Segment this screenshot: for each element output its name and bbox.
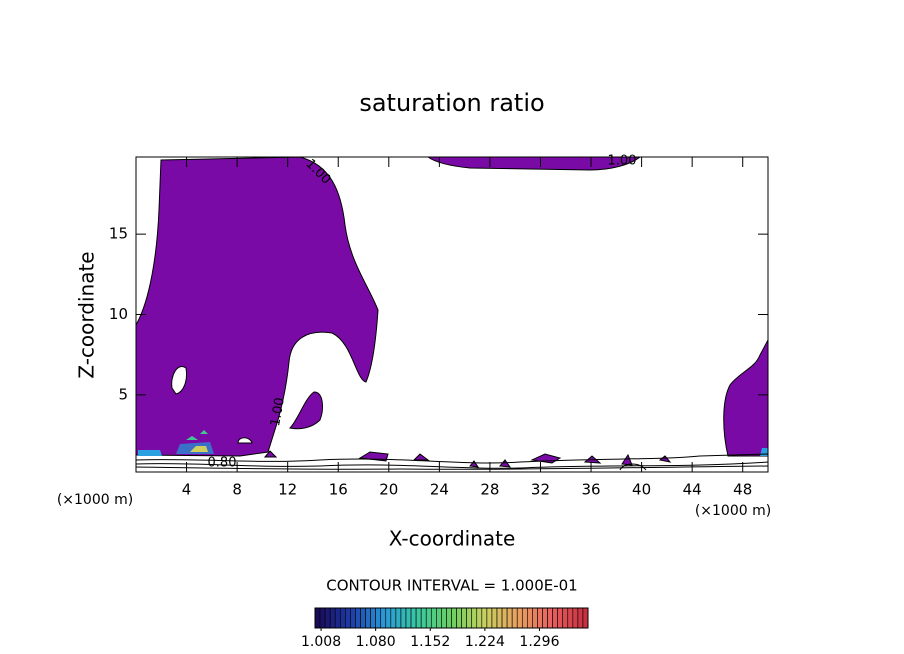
colorbar-cell (461, 607, 467, 629)
colorbar-cell (506, 607, 513, 629)
x-tick-label: 44 (683, 481, 702, 499)
colorbar-cell (436, 607, 442, 629)
colorbar-cell (552, 607, 558, 629)
colorbar-cell (557, 607, 564, 629)
contour-interval: CONTOUR INTERVAL = 1.000E-01 (326, 577, 577, 595)
colorbar-cell (365, 607, 371, 629)
x-unit-label: (×1000 m) (57, 492, 133, 508)
colorbar-cell (405, 607, 412, 629)
x-tick-label: 24 (430, 481, 449, 499)
high-ratio-patch (138, 450, 162, 456)
supersaturated-region (288, 391, 323, 430)
x-tick-label: 28 (480, 481, 499, 499)
colorbar-cell (360, 607, 366, 629)
colorbar-cell (334, 607, 341, 629)
colorbar-cell (562, 607, 569, 629)
colorbar-cell (375, 607, 382, 629)
x-tick-label: 12 (278, 481, 297, 499)
colorbar-cell (476, 607, 483, 629)
colorbar-cell (350, 607, 356, 629)
colorbar-cell (420, 607, 427, 629)
colorbar-cell (425, 607, 432, 629)
y-tick-label: 5 (118, 385, 128, 403)
contour-fields (135, 156, 769, 471)
x-tick-label: 20 (379, 481, 398, 499)
colorbar-cell (415, 607, 422, 629)
colorbar-cell (532, 607, 538, 629)
colorbar-cell (496, 607, 503, 629)
colorbar-cell (547, 607, 553, 629)
colorbar-cell (324, 607, 331, 629)
colorbar-cell (501, 607, 508, 629)
colorbar-cell (582, 607, 589, 629)
colorbar-cell (572, 607, 579, 629)
colorbar-cell (400, 607, 407, 629)
high-ratio-patch (186, 430, 208, 440)
colorbar-tick-label: 1.152 (410, 634, 450, 650)
supersaturated-region (426, 156, 642, 171)
colorbar-cell (355, 607, 361, 629)
y-axis-label: Z-coordinate (75, 251, 99, 378)
chart-title: saturation ratio (359, 89, 544, 117)
colorbar-cell (481, 607, 488, 629)
colorbar-cell (390, 607, 397, 629)
colorbar-cell (380, 607, 387, 629)
supersaturated-region (135, 156, 379, 457)
colorbar-cell (385, 607, 392, 629)
contour-label: 1.00 (608, 154, 637, 169)
x-unit-label: (×1000 m) (695, 503, 771, 519)
colorbar-cell (471, 607, 478, 629)
colorbar-cell (430, 607, 437, 629)
subsaturated-hole (171, 366, 187, 395)
subsaturated-hole (237, 437, 253, 444)
colorbar-cell (329, 607, 336, 629)
colorbar-cell (466, 607, 473, 629)
colorbar-cell (491, 607, 498, 629)
colorbar-cell (441, 607, 447, 629)
y-tick-label: 15 (109, 225, 128, 243)
colorbar-cell (511, 607, 518, 629)
contour-label: 1.00 (268, 396, 288, 427)
colorbar-cell (451, 607, 457, 629)
x-tick-label: 4 (182, 481, 192, 499)
colorbar-cell (446, 607, 452, 629)
colorbar-cell (577, 607, 584, 629)
colorbar-cell (395, 607, 402, 629)
colorbar-frame (314, 607, 589, 629)
y-tick-label: 10 (109, 305, 128, 323)
colorbar: 1.008 1.080 1.152 1.224 1.296 (301, 607, 589, 650)
colorbar-cell (486, 607, 493, 629)
x-tick-label: 8 (232, 481, 242, 499)
colorbar-cell (345, 607, 351, 629)
contour-lines (135, 453, 769, 471)
colorbar-tick-label: 1.008 (301, 634, 341, 650)
colorbar-cell (521, 607, 528, 629)
colorbar-cell (516, 607, 523, 629)
x-axis-label: X-coordinate (389, 527, 516, 551)
high-ratio-patch (190, 446, 208, 452)
colorbar-cell (456, 607, 462, 629)
x-tick-label: 16 (329, 481, 348, 499)
x-tick-label: 40 (632, 481, 651, 499)
colorbar-cell (527, 607, 533, 629)
contour-label: 0.80 (208, 456, 237, 471)
colorbar-cell (370, 607, 376, 629)
x-tick-label: 32 (531, 481, 550, 499)
supersaturated-region (723, 339, 769, 457)
colorbar-cell (542, 607, 548, 629)
colorbar-cell (314, 607, 321, 629)
colorbar-cell (537, 607, 543, 629)
colorbar-cell (339, 607, 346, 629)
colorbar-tick-label: 1.224 (465, 634, 505, 650)
x-tick-label: 48 (733, 481, 752, 499)
x-tick-label: 36 (581, 481, 600, 499)
colorbar-cell (410, 607, 417, 629)
colorbar-cell (567, 607, 574, 629)
colorbar-tick-label: 1.080 (356, 634, 396, 650)
colorbar-tick-label: 1.296 (519, 634, 559, 650)
colorbar-cell (319, 607, 326, 629)
